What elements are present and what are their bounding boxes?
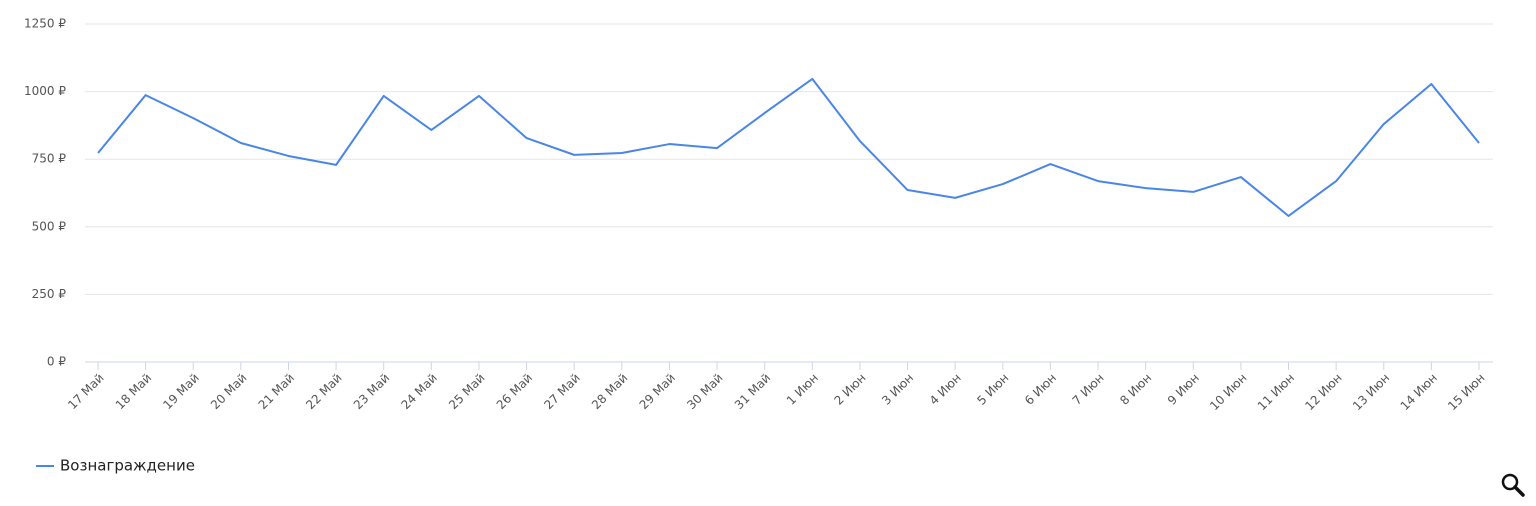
x-tick-label: 2 Июн (831, 371, 868, 408)
legend-label: Вознаграждение (60, 457, 195, 475)
x-tick-label: 15 Июн (1445, 371, 1487, 413)
y-tick-label: 1250 ₽ (24, 17, 66, 31)
x-tick-label: 29 Май (637, 371, 678, 412)
x-tick-label: 14 Июн (1398, 371, 1440, 413)
x-tick-label: 5 Июн (974, 371, 1011, 408)
line (97, 77, 1480, 217)
x-tick-label: 1 Июн (784, 371, 821, 408)
y-tick-label: 1000 ₽ (24, 84, 66, 98)
y-tick-label: 750 ₽ (32, 152, 67, 166)
x-tick-label: 17 Май (65, 371, 106, 412)
x-tick-label: 6 Июн (1022, 371, 1059, 408)
x-tick-label: 3 Июн (879, 371, 916, 408)
x-tick-label: 21 Май (256, 371, 297, 412)
x-tick-label: 18 Май (113, 371, 154, 412)
x-tick-label: 24 Май (399, 371, 440, 412)
x-tick-label: 12 Июн (1302, 371, 1344, 413)
x-tick-label: 19 Май (160, 371, 201, 412)
search-icon[interactable] (1501, 473, 1525, 497)
x-tick-label: 11 Июн (1255, 371, 1297, 413)
x-tick-label: 10 Июн (1207, 371, 1249, 413)
y-tick-label: 500 ₽ (32, 219, 67, 233)
x-tick-label: 13 Июн (1350, 371, 1392, 413)
x-tick-label: 23 Май (351, 371, 392, 412)
x-tick-label: 20 Май (208, 371, 249, 412)
x-tick-label: 4 Июн (927, 371, 964, 408)
x-tick-label: 27 Май (541, 371, 582, 412)
x-tick-label: 31 Май (732, 371, 773, 412)
x-tick-label: 8 Июн (1117, 371, 1154, 408)
y-tick-label: 0 ₽ (47, 355, 66, 369)
x-tick-label: 28 Май (589, 371, 630, 412)
y-tick-label: 250 ₽ (32, 287, 67, 301)
x-tick-label: 9 Июн (1165, 371, 1202, 408)
x-tick-label: 30 Май (684, 371, 725, 412)
x-tick-label: 26 Май (494, 371, 535, 412)
x-tick-label: 7 Июн (1070, 371, 1107, 408)
x-tick-label: 22 Май (303, 371, 344, 412)
x-tick-label: 25 Май (446, 371, 487, 412)
